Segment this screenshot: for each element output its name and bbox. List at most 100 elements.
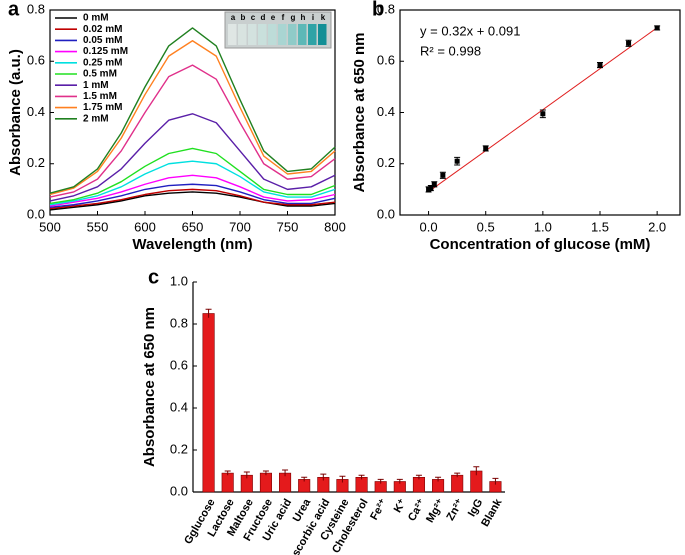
data-point — [454, 158, 460, 164]
spectrum-line — [49, 188, 336, 210]
y-axis-label: Absorbance at 650 nm — [351, 32, 368, 192]
error-bar — [339, 475, 346, 483]
error-bar — [415, 474, 422, 480]
vial — [268, 24, 277, 45]
inset-label: h — [301, 13, 306, 22]
legend-label: 0.25 mM — [83, 57, 122, 68]
data-point — [597, 62, 603, 68]
y-tick-label: 0.2 — [27, 155, 45, 170]
legend-label: 2 mM — [83, 113, 109, 124]
data-point — [483, 145, 489, 151]
x-tick-label: 700 — [229, 219, 251, 234]
y-tick-label: 0.0 — [170, 483, 188, 498]
spectrum-line — [49, 40, 336, 196]
spectrum-line — [49, 147, 336, 205]
y-tick-label: 0.4 — [377, 104, 395, 119]
x-tick-label: 500 — [39, 219, 61, 234]
error-bar — [435, 476, 442, 482]
error-bar — [492, 477, 499, 485]
y-tick-label: 0.0 — [377, 206, 395, 221]
bar — [221, 472, 234, 493]
data-point — [540, 111, 546, 117]
error-bar — [473, 466, 480, 476]
x-tick-label: Zn²⁺ — [444, 497, 466, 523]
error-bar — [282, 469, 289, 477]
spectrum-line — [49, 113, 336, 202]
vial — [248, 24, 257, 45]
bar — [355, 476, 368, 493]
y-tick-label: 0.6 — [170, 357, 188, 372]
x-axis-label: Concentration of glucose (mM) — [430, 236, 651, 253]
error-bar — [377, 478, 384, 484]
y-tick-label: 0.4 — [27, 104, 45, 119]
legend-label: 0.125 mM — [83, 46, 128, 57]
legend-label: 1 mM — [83, 80, 109, 91]
error-bar — [205, 308, 212, 318]
panel-label: b — [372, 0, 384, 20]
inset-label: a — [231, 13, 236, 22]
bar — [412, 476, 425, 493]
error-bar — [243, 471, 250, 479]
legend-label: 0 mM — [83, 13, 109, 24]
inset-label: g — [291, 13, 296, 22]
spectrum-line — [49, 183, 336, 209]
y-tick-label: 0.8 — [27, 1, 45, 16]
vial — [308, 24, 317, 45]
spectrum-line — [49, 160, 336, 206]
bar — [202, 313, 215, 493]
y-axis-label: Absorbance (a.u.) — [7, 49, 24, 176]
y-axis-label: Absorbance at 650 nm — [141, 307, 158, 467]
error-bar — [454, 472, 461, 478]
inset-label: b — [241, 13, 246, 22]
error-bar — [301, 476, 308, 482]
x-tick-label: 0.0 — [420, 219, 438, 234]
legend-label: 0.05 mM — [83, 35, 122, 46]
panel-label: c — [148, 266, 159, 288]
legend-label: 1.5 mM — [83, 91, 117, 102]
annotation: y = 0.32x + 0.091 — [420, 23, 520, 38]
y-tick-label: 0.8 — [170, 315, 188, 330]
inset-label: i — [312, 13, 314, 22]
spectrum-line — [49, 174, 336, 207]
x-axis-label: Wavelength (nm) — [132, 236, 252, 253]
x-tick-label: 800 — [324, 219, 346, 234]
vial — [258, 24, 267, 45]
vial — [288, 24, 297, 45]
legend-label: 1.75 mM — [83, 102, 122, 113]
x-tick-label: Mg²⁺ — [424, 497, 447, 525]
inset-label: c — [251, 13, 256, 22]
y-tick-label: 1.0 — [170, 273, 188, 288]
y-tick-label: 0.0 — [27, 206, 45, 221]
spectrum-line — [49, 27, 336, 194]
x-tick-label: 2.0 — [648, 219, 666, 234]
x-tick-label: 1.5 — [591, 219, 609, 234]
x-tick-label: Fe²⁺ — [368, 497, 390, 522]
error-bar — [396, 478, 403, 484]
vial — [318, 24, 327, 45]
annotation: R² = 0.998 — [420, 43, 481, 58]
data-point — [440, 172, 446, 178]
bar — [451, 474, 464, 493]
x-tick-label: 650 — [182, 219, 204, 234]
data-point — [654, 25, 660, 31]
inset-label: d — [261, 13, 266, 22]
x-tick-label: 0.5 — [477, 219, 495, 234]
vial — [298, 24, 307, 45]
panel-label: a — [8, 0, 20, 20]
vial — [238, 24, 247, 45]
y-tick-label: 0.2 — [377, 155, 395, 170]
vial — [228, 24, 237, 45]
error-bar — [224, 470, 231, 476]
y-tick-label: 0.6 — [377, 53, 395, 68]
y-tick-label: 0.8 — [377, 1, 395, 16]
error-bar — [358, 474, 365, 480]
y-tick-label: 0.4 — [170, 399, 188, 414]
data-point — [431, 181, 437, 187]
plot-frame — [399, 9, 681, 216]
data-point — [428, 185, 434, 191]
y-tick-label: 0.2 — [170, 441, 188, 456]
error-bar — [320, 473, 327, 481]
spectrum-line — [49, 191, 336, 211]
x-tick-label: 1.0 — [534, 219, 552, 234]
